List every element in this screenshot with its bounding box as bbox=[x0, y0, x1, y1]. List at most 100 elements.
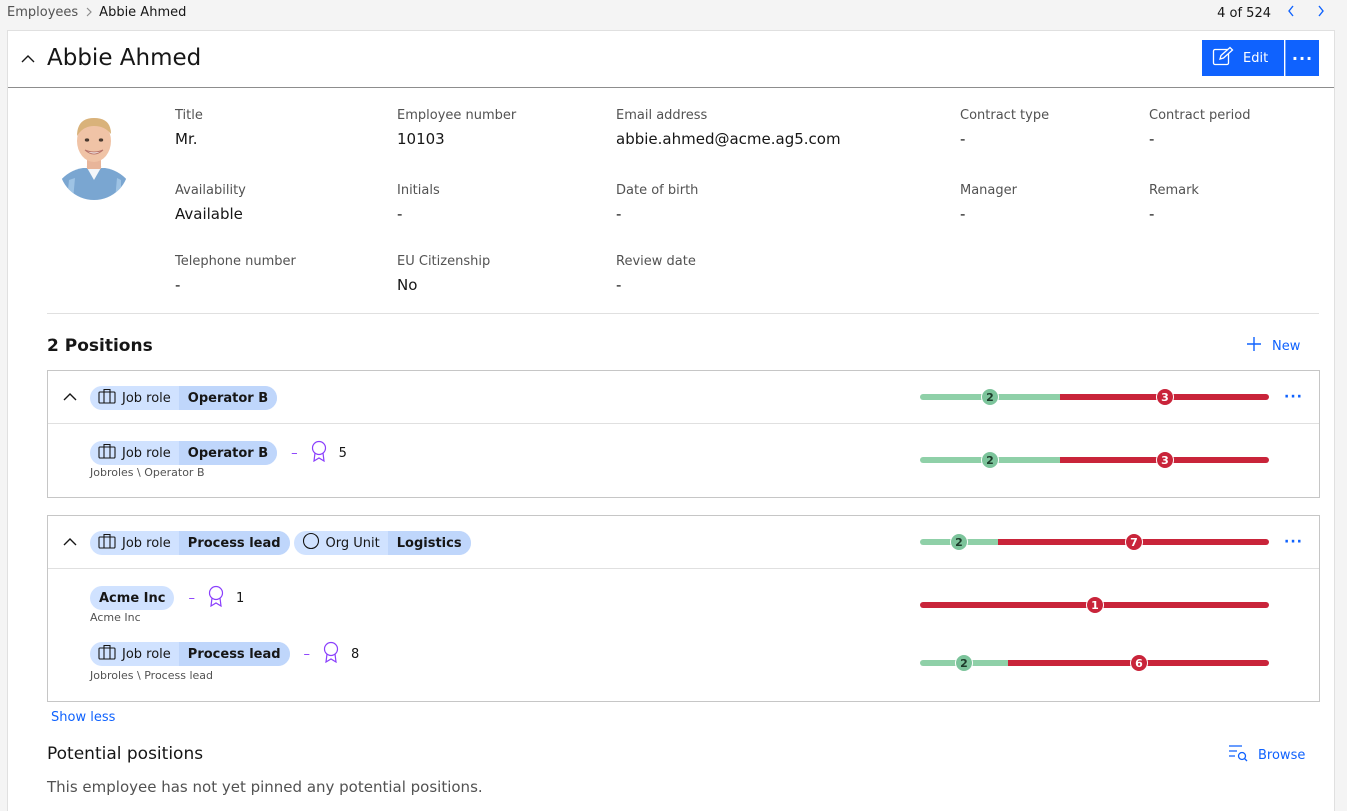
red-count-badge: 7 bbox=[1125, 533, 1143, 551]
briefcase-icon bbox=[98, 443, 116, 463]
green-count-badge: 2 bbox=[981, 451, 999, 469]
green-count-badge: 2 bbox=[981, 388, 999, 406]
field-label: Telephone number bbox=[175, 254, 296, 269]
chevron-up-icon[interactable] bbox=[62, 534, 78, 550]
tag-key-label: Org Unit bbox=[325, 535, 380, 551]
field-value: 10103 bbox=[397, 130, 445, 148]
field-value: - bbox=[1149, 205, 1155, 223]
employee-header: Abbie Ahmed Edit ··· bbox=[8, 31, 1334, 88]
field-value: Mr. bbox=[175, 130, 198, 148]
field-value: - bbox=[616, 205, 622, 223]
field-label: Contract type bbox=[960, 108, 1050, 123]
separator-dash: – bbox=[188, 590, 195, 606]
tag-value: Process lead bbox=[178, 642, 290, 666]
position-path: Jobroles \ Operator B bbox=[90, 466, 205, 479]
top-bar: Employees Abbie Ahmed 4 of 524 bbox=[0, 0, 1347, 26]
pager-text: 4 of 524 bbox=[1217, 5, 1271, 21]
award-count: 1 bbox=[235, 590, 245, 606]
tag-list: Job role Process lead Org Unit Logistics bbox=[90, 531, 471, 555]
breadcrumb-current: Abbie Ahmed bbox=[99, 5, 187, 20]
skill-bar: 2 6 bbox=[920, 654, 1269, 672]
award-icon bbox=[322, 641, 340, 667]
chevron-up-icon[interactable] bbox=[20, 49, 36, 69]
field-label: Date of birth bbox=[616, 183, 699, 198]
field-value: Available bbox=[175, 205, 243, 223]
tag-list: Job role Process lead – 8 bbox=[90, 641, 359, 667]
new-position-button[interactable]: New bbox=[1246, 336, 1300, 356]
tag-list: Job role Operator B – 5 bbox=[90, 440, 347, 466]
field-title: Title Mr. bbox=[175, 108, 203, 148]
new-label: New bbox=[1272, 338, 1301, 354]
group-more-icon[interactable]: ··· bbox=[1284, 534, 1303, 550]
browse-button[interactable]: Browse bbox=[1228, 744, 1305, 766]
chevron-right-icon bbox=[85, 6, 93, 20]
field-label: Email address bbox=[616, 108, 708, 123]
tag-key: Job role bbox=[90, 531, 179, 555]
field-value: - bbox=[960, 130, 966, 148]
skill-bar: 2 3 bbox=[920, 451, 1269, 469]
divider bbox=[47, 313, 1319, 314]
field-value: - bbox=[616, 276, 622, 294]
company-tag: Acme Inc bbox=[90, 586, 175, 610]
field-value: - bbox=[960, 205, 966, 223]
position-group-header: Job role Operator B 2 3 ··· bbox=[48, 371, 1319, 424]
tag-value: Acme Inc bbox=[90, 586, 175, 610]
pager: 4 of 524 bbox=[1217, 5, 1331, 21]
previous-icon[interactable] bbox=[1281, 5, 1301, 21]
briefcase-icon bbox=[98, 533, 116, 553]
skill-bar: 2 7 bbox=[920, 533, 1269, 551]
field-label: Availability bbox=[175, 183, 246, 198]
more-options-button[interactable]: ··· bbox=[1285, 40, 1319, 76]
separator-dash: – bbox=[291, 445, 298, 461]
position-group: Job role Operator B 2 3 ··· Job role bbox=[47, 370, 1320, 498]
tag-key-label: Job role bbox=[122, 390, 171, 406]
avatar bbox=[59, 108, 129, 200]
org-unit-tag: Org Unit Logistics bbox=[293, 531, 471, 555]
browse-label: Browse bbox=[1258, 747, 1306, 763]
field-label: Remark bbox=[1149, 183, 1199, 198]
tag-value: Operator B bbox=[178, 386, 278, 410]
tag-key: Org Unit bbox=[294, 531, 388, 555]
field-value: - bbox=[397, 205, 403, 223]
edit-label: Edit bbox=[1243, 50, 1269, 66]
breadcrumb-parent[interactable]: Employees bbox=[7, 5, 79, 20]
red-count-badge: 6 bbox=[1130, 654, 1148, 672]
tag-key: Job role bbox=[90, 441, 179, 465]
red-count-badge: 3 bbox=[1156, 451, 1174, 469]
position-row: Job role Operator B – 5 Jobroles \ Opera… bbox=[48, 424, 1319, 498]
potential-positions-title: Potential positions bbox=[47, 744, 204, 764]
position-group: Job role Process lead Org Unit Logistics… bbox=[47, 515, 1320, 702]
positions-title: 2 Positions bbox=[47, 336, 153, 356]
tag-list: Acme Inc – 1 bbox=[90, 585, 244, 611]
show-less-link[interactable]: Show less bbox=[51, 710, 116, 725]
green-count-badge: 2 bbox=[955, 654, 973, 672]
next-icon[interactable] bbox=[1311, 5, 1331, 21]
position-row: Acme Inc – 1 Acme Inc 1 bbox=[48, 569, 1319, 627]
job-role-tag: Job role Process lead bbox=[90, 642, 290, 666]
plus-icon bbox=[1246, 336, 1262, 356]
field-email: Email address abbie.ahmed@acme.ag5.com bbox=[616, 108, 841, 148]
skill-bar: 1 bbox=[920, 596, 1269, 614]
chevron-up-icon[interactable] bbox=[62, 389, 78, 405]
field-label: Initials bbox=[397, 183, 440, 198]
green-count-badge: 2 bbox=[950, 533, 968, 551]
tag-list: Job role Operator B bbox=[90, 386, 278, 410]
field-eu-citizenship: EU Citizenship No bbox=[397, 254, 490, 294]
field-employee-number: Employee number 10103 bbox=[397, 108, 516, 148]
position-row: Job role Process lead – 8 Jobroles \ Pro… bbox=[48, 627, 1319, 701]
field-initials: Initials - bbox=[397, 183, 440, 223]
edit-button[interactable]: Edit bbox=[1202, 40, 1284, 76]
red-count-badge: 3 bbox=[1156, 388, 1174, 406]
field-label: Review date bbox=[616, 254, 696, 269]
tag-key: Job role bbox=[90, 386, 179, 410]
tag-key-label: Job role bbox=[122, 535, 171, 551]
field-value: No bbox=[397, 276, 418, 294]
briefcase-icon bbox=[98, 388, 116, 408]
field-label: Employee number bbox=[397, 108, 517, 123]
job-role-tag: Job role Operator B bbox=[90, 386, 278, 410]
position-path: Acme Inc bbox=[90, 611, 141, 624]
tag-value: Operator B bbox=[178, 441, 278, 465]
separator-dash: – bbox=[303, 646, 311, 662]
field-contract-period: Contract period - bbox=[1149, 108, 1250, 148]
group-more-icon[interactable]: ··· bbox=[1284, 389, 1303, 405]
